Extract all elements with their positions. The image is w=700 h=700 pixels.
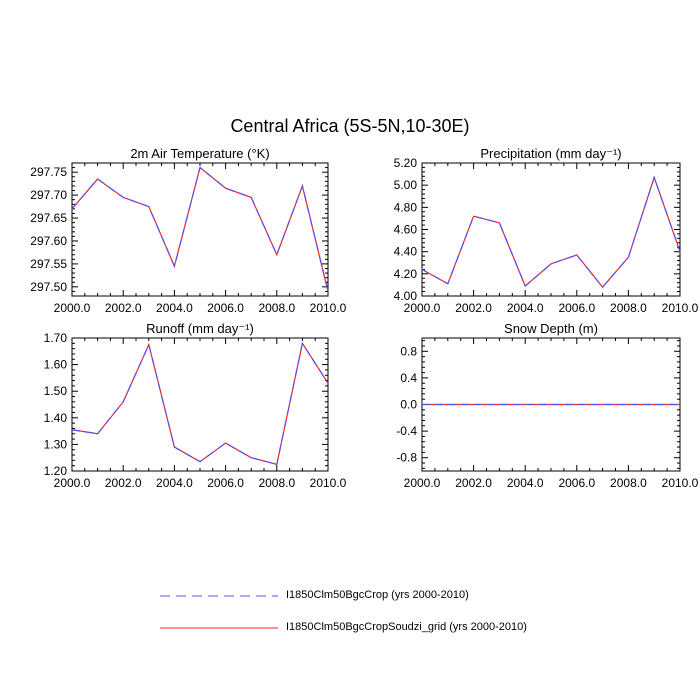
y-tick-label: 1.40 bbox=[44, 411, 68, 425]
y-tick-label: 4.60 bbox=[394, 223, 418, 237]
series-line-1 bbox=[421, 175, 681, 289]
x-tick-label: 2004.0 bbox=[507, 301, 544, 315]
figure-title: Central Africa (5S-5N,10-30E) bbox=[230, 116, 469, 136]
panel-title: 2m Air Temperature (°K) bbox=[130, 146, 269, 161]
y-tick-label: 4.00 bbox=[394, 289, 418, 303]
x-tick-label: 2004.0 bbox=[156, 301, 193, 315]
y-tick-label: 5.00 bbox=[394, 178, 418, 192]
x-tick-label: 2008.0 bbox=[258, 301, 295, 315]
y-tick-label: 1.30 bbox=[44, 437, 68, 451]
legend-swatch-2 bbox=[160, 627, 278, 629]
x-tick-label: 2010.0 bbox=[662, 301, 699, 315]
panel-2: Precipitation (mm day⁻¹) 2000.0 2002.0 2004… bbox=[394, 146, 699, 315]
legend-label-2: I1850Clm50BgcCropSoudzi_grid (yrs 2000-2… bbox=[286, 621, 527, 633]
y-tick-label: 297.75 bbox=[30, 165, 67, 179]
x-tick-label: 2010.0 bbox=[310, 301, 347, 315]
y-tick-label: 297.70 bbox=[30, 188, 67, 202]
x-tick-label: 2002.0 bbox=[455, 301, 492, 315]
y-tick-label: 297.55 bbox=[30, 257, 67, 271]
plot-frame bbox=[71, 162, 329, 297]
series-line-2 bbox=[421, 175, 681, 289]
y-tick-label: 297.65 bbox=[30, 211, 67, 225]
series-line-1 bbox=[71, 341, 329, 466]
y-tick-label: -0.8 bbox=[396, 451, 417, 465]
y-tick-label: 0.4 bbox=[400, 371, 417, 385]
series-line-2 bbox=[71, 341, 329, 466]
plot-frame bbox=[421, 162, 681, 297]
panel-3: Runoff (mm day⁻¹) 2000.0 2002.0 2004.0 2006.… bbox=[44, 321, 347, 490]
y-tick-label: 1.70 bbox=[44, 331, 68, 345]
series-line-2 bbox=[71, 166, 329, 292]
y-tick-label: 1.50 bbox=[44, 384, 68, 398]
legend-item-1: I1850Clm50BgcCrop (yrs 2000-2010) bbox=[160, 589, 580, 603]
panel-title: Precipitation (mm day⁻¹) bbox=[480, 146, 621, 161]
x-tick-label: 2002.0 bbox=[105, 476, 142, 490]
y-tick-label: -0.4 bbox=[396, 424, 417, 438]
x-tick-label: 2004.0 bbox=[507, 476, 544, 490]
x-tick-label: 2008.0 bbox=[610, 476, 647, 490]
legend-item-2: I1850Clm50BgcCropSoudzi_grid (yrs 2000-2… bbox=[160, 621, 580, 635]
series-line-1 bbox=[71, 166, 329, 292]
legend-swatch-1 bbox=[160, 595, 278, 597]
y-tick-label: 4.20 bbox=[394, 267, 418, 281]
x-tick-label: 2006.0 bbox=[558, 301, 595, 315]
y-tick-label: 297.50 bbox=[30, 280, 67, 294]
y-tick-label: 4.80 bbox=[394, 200, 418, 214]
y-tick-label: 0.0 bbox=[400, 398, 417, 412]
x-tick-label: 2004.0 bbox=[156, 476, 193, 490]
panel-title: Snow Depth (m) bbox=[504, 321, 598, 336]
x-tick-label: 2010.0 bbox=[662, 476, 699, 490]
x-tick-label: 2002.0 bbox=[455, 476, 492, 490]
x-tick-label: 2006.0 bbox=[207, 476, 244, 490]
panel-1: 2m Air Temperature (°K) 2000.0 2002.0 2004.… bbox=[30, 146, 346, 315]
y-tick-label: 5.20 bbox=[394, 156, 418, 170]
x-tick-label: 2002.0 bbox=[105, 301, 142, 315]
panel-title: Runoff (mm day⁻¹) bbox=[146, 321, 254, 336]
y-tick-label: 0.8 bbox=[400, 344, 417, 358]
x-tick-label: 2008.0 bbox=[610, 301, 647, 315]
y-tick-label: 297.60 bbox=[30, 234, 67, 248]
x-tick-label: 2000.0 bbox=[54, 301, 91, 315]
x-tick-label: 2000.0 bbox=[404, 301, 441, 315]
legend-label-1: I1850Clm50BgcCrop (yrs 2000-2010) bbox=[286, 589, 469, 601]
y-tick-label: 1.20 bbox=[44, 464, 68, 478]
x-tick-label: 2000.0 bbox=[404, 476, 441, 490]
y-tick-label: 4.40 bbox=[394, 245, 418, 259]
x-tick-label: 2006.0 bbox=[558, 476, 595, 490]
x-tick-label: 2000.0 bbox=[54, 476, 91, 490]
x-tick-label: 2008.0 bbox=[258, 476, 295, 490]
x-tick-label: 2010.0 bbox=[310, 476, 347, 490]
y-tick-label: 1.60 bbox=[44, 358, 68, 372]
x-tick-label: 2006.0 bbox=[207, 301, 244, 315]
panel-4: Snow Depth (m) 2000.0 2002.0 2004.0 2006.0 20… bbox=[396, 321, 698, 490]
